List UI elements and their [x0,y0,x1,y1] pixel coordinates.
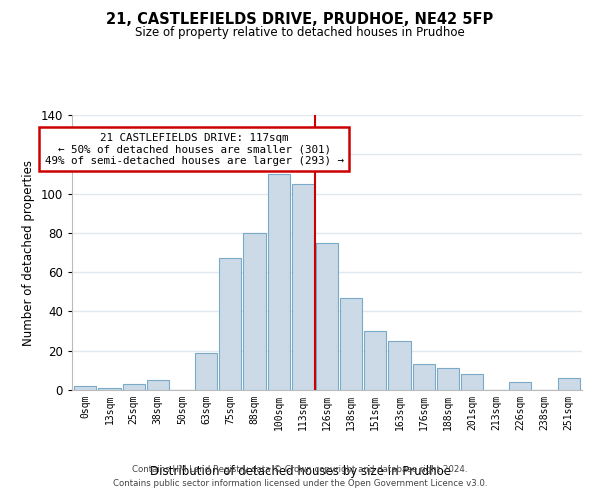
Bar [557,378,580,390]
Text: 21, CASTLEFIELDS DRIVE, PRUDHOE, NE42 5FP: 21, CASTLEFIELDS DRIVE, PRUDHOE, NE42 5F… [106,12,494,28]
Bar [316,242,338,390]
Bar [146,380,169,390]
Bar [437,368,459,390]
Text: Contains HM Land Registry data © Crown copyright and database right 2024.
Contai: Contains HM Land Registry data © Crown c… [113,466,487,487]
Bar [98,388,121,390]
Bar [244,233,266,390]
Bar [292,184,314,390]
Bar [219,258,241,390]
Bar [268,174,290,390]
Bar [195,352,217,390]
Text: Distribution of detached houses by size in Prudhoe: Distribution of detached houses by size … [149,464,451,477]
Y-axis label: Number of detached properties: Number of detached properties [22,160,35,346]
Bar [509,382,532,390]
Text: 21 CASTLEFIELDS DRIVE: 117sqm
← 50% of detached houses are smaller (301)
49% of : 21 CASTLEFIELDS DRIVE: 117sqm ← 50% of d… [44,132,344,166]
Bar [461,374,483,390]
Bar [413,364,435,390]
Bar [340,298,362,390]
Text: Size of property relative to detached houses in Prudhoe: Size of property relative to detached ho… [135,26,465,39]
Bar [388,341,410,390]
Bar [364,331,386,390]
Bar [122,384,145,390]
Bar [74,386,97,390]
